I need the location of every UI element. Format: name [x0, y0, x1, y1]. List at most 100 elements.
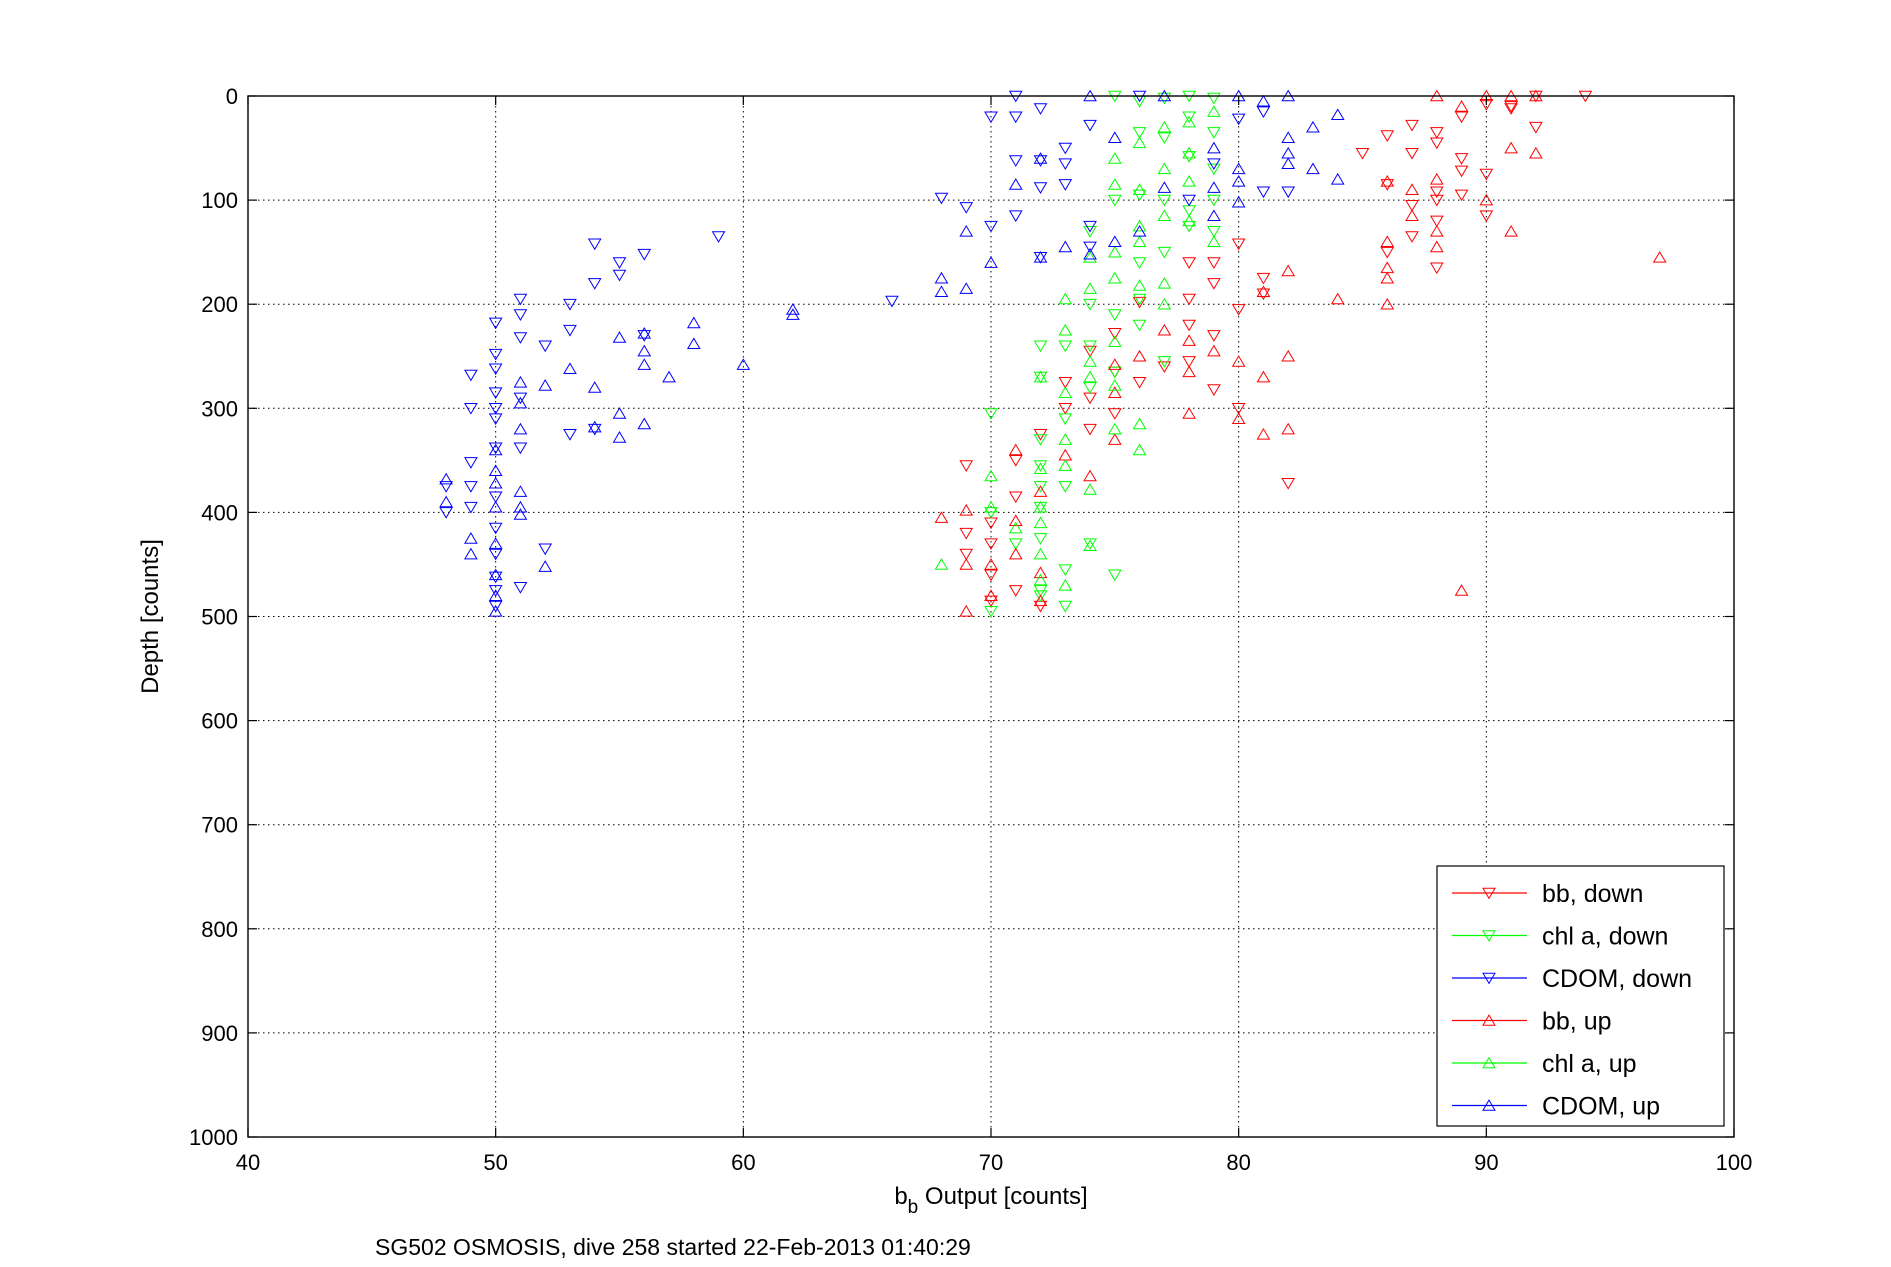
data-point [984, 589, 998, 601]
data-point [1207, 209, 1221, 222]
y-tick-label: 500 [201, 605, 238, 630]
data-point [1182, 319, 1197, 332]
data-point [1033, 594, 1048, 607]
data-point [1157, 323, 1172, 336]
data-point [488, 568, 503, 581]
data-points [439, 89, 1667, 618]
data-point [959, 527, 974, 540]
data-point [1429, 137, 1444, 150]
data-point [1157, 132, 1172, 145]
data-point [1429, 262, 1444, 275]
data-point [1058, 376, 1073, 389]
data-point [563, 362, 577, 375]
data-point [637, 344, 652, 357]
data-point [1429, 194, 1444, 207]
data-point [488, 537, 503, 549]
data-point [1107, 309, 1122, 321]
data-point [1330, 292, 1345, 305]
data-point [1182, 356, 1197, 368]
data-point [1182, 111, 1197, 124]
data-point [1132, 224, 1147, 237]
data-point [513, 442, 528, 455]
data-point [934, 192, 949, 205]
data-point [1429, 186, 1444, 199]
data-point [1207, 330, 1221, 342]
data-point [1380, 130, 1395, 142]
data-point [513, 309, 528, 321]
x-tick-label: 60 [731, 1150, 755, 1175]
data-point [1405, 209, 1419, 222]
data-point [1008, 210, 1023, 223]
data-point [1033, 103, 1048, 115]
data-point [488, 317, 503, 330]
data-point [563, 324, 577, 337]
data-point [612, 269, 627, 282]
data-point [1008, 521, 1023, 534]
data-point [984, 111, 998, 124]
data-point [1033, 573, 1048, 586]
data-point [464, 532, 478, 544]
data-point [959, 558, 974, 570]
y-tick-label: 0 [226, 84, 238, 109]
data-point [959, 503, 974, 516]
legend-item: chl a, up [1452, 1050, 1637, 1078]
data-point [1231, 174, 1246, 187]
data-point [1429, 240, 1444, 253]
data-point [984, 569, 998, 582]
data-point [1380, 271, 1395, 284]
data-point [513, 422, 528, 435]
data-point [1429, 215, 1444, 228]
data-point [1182, 293, 1197, 306]
data-point [587, 278, 602, 290]
data-point [984, 500, 998, 513]
data-point [1256, 94, 1271, 107]
data-point [1083, 250, 1097, 263]
data-point [1083, 539, 1097, 552]
y-tick-label: 300 [201, 396, 238, 421]
data-point [1231, 304, 1246, 316]
data-point [1207, 105, 1221, 117]
legend: bb, down chl a, down CDOM, down bb, up chl a… [1436, 865, 1725, 1127]
data-point [513, 392, 528, 405]
data-point [1405, 200, 1419, 212]
data-point [587, 238, 602, 251]
data-point [1083, 382, 1097, 394]
data-point [1132, 127, 1147, 139]
data-point [1157, 276, 1172, 289]
data-point [1256, 288, 1271, 301]
data-point [1405, 231, 1419, 243]
data-point [1207, 127, 1221, 139]
data-point [984, 220, 998, 233]
data-point [686, 316, 701, 329]
data-point [1330, 172, 1345, 185]
data-point [1380, 174, 1395, 187]
data-point [1058, 323, 1073, 336]
data-point [1033, 460, 1048, 472]
legend-marker [1482, 1056, 1496, 1069]
data-point [488, 571, 503, 584]
data-point [513, 582, 528, 594]
data-point [1033, 182, 1048, 194]
data-point [1429, 224, 1444, 237]
data-point [1157, 120, 1172, 133]
data-point [785, 303, 800, 315]
data-point [984, 605, 998, 618]
data-point [686, 337, 701, 350]
data-point [1033, 370, 1048, 383]
data-point [1008, 547, 1023, 560]
data-point [1083, 298, 1097, 311]
data-point [959, 202, 974, 214]
data-point [513, 396, 528, 409]
data-point [1132, 189, 1147, 202]
y-tick-label: 600 [201, 709, 238, 734]
data-point [1380, 297, 1395, 310]
data-point [1454, 189, 1469, 202]
data-point [1207, 278, 1221, 290]
data-point [1107, 178, 1122, 190]
data-point [1231, 403, 1246, 415]
data-point [1429, 127, 1444, 139]
data-point [1107, 194, 1122, 207]
data-point [513, 293, 528, 306]
data-point [1083, 241, 1097, 254]
data-point [488, 387, 503, 400]
